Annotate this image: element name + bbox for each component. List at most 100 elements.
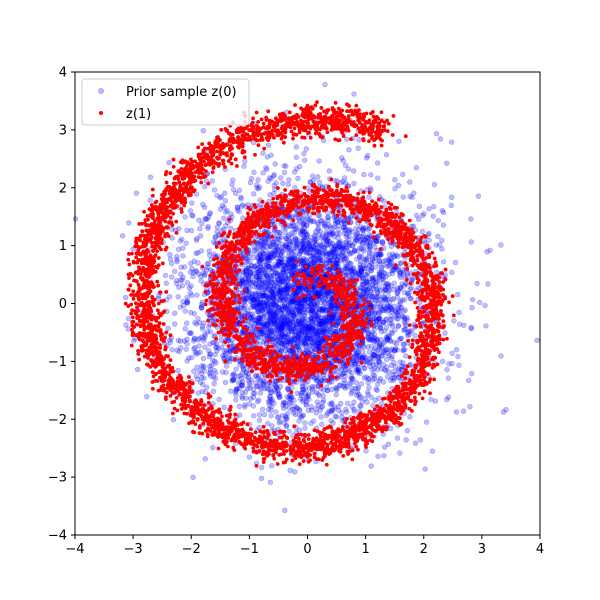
prior-sample-point [293, 321, 300, 328]
prior-sample-point [354, 389, 361, 396]
prior-sample-point [301, 335, 307, 342]
prior-sample-point [300, 328, 306, 334]
prior-sample-point [303, 343, 310, 350]
prior-sample-point [315, 313, 321, 319]
prior-sample-point [286, 309, 293, 315]
prior-sample-point [342, 260, 349, 266]
prior-sample-point [276, 272, 282, 278]
prior-sample-point [210, 444, 216, 451]
prior-sample-point [310, 218, 316, 224]
prior-sample-point [250, 303, 256, 310]
prior-sample-point [247, 285, 253, 291]
prior-sample-point [187, 269, 194, 275]
prior-sample-point [360, 231, 367, 237]
prior-sample-point [346, 147, 352, 153]
prior-sample-point [169, 260, 175, 267]
prior-sample-point [199, 323, 206, 330]
prior-sample-point [378, 328, 385, 335]
prior-sample-point [282, 274, 289, 280]
prior-sample-point [359, 399, 365, 405]
prior-sample-point [211, 339, 217, 346]
prior-sample-point [175, 337, 182, 344]
prior-sample-point [210, 374, 217, 380]
prior-sample-point [337, 217, 343, 224]
prior-sample-point [268, 407, 274, 413]
prior-sample-point [245, 311, 251, 317]
prior-sample-point [319, 421, 325, 427]
prior-sample-point [374, 353, 381, 360]
prior-sample-point [384, 336, 391, 343]
prior-sample-point [233, 386, 240, 393]
prior-sample-point [346, 233, 352, 240]
prior-sample-point [386, 271, 392, 278]
prior-sample-point [229, 372, 236, 378]
prior-sample-point [250, 386, 257, 392]
prior-sample-point [317, 325, 323, 331]
prior-sample-point [389, 323, 396, 329]
prior-sample-point [295, 319, 301, 325]
prior-sample-point [398, 274, 404, 281]
prior-sample-point [426, 230, 432, 237]
prior-sample-point [362, 225, 369, 231]
prior-sample-point [247, 290, 253, 296]
prior-sample-point [336, 319, 342, 325]
prior-sample-point [303, 146, 309, 152]
prior-sample-point [365, 153, 371, 159]
prior-sample-point [284, 277, 290, 283]
prior-sample-point [364, 399, 370, 405]
prior-sample-point [308, 302, 314, 309]
prior-sample-point [282, 318, 288, 324]
prior-sample-point [207, 363, 213, 369]
prior-sample-point [169, 226, 175, 232]
prior-sample-point [230, 343, 236, 350]
prior-sample-point [278, 290, 285, 296]
prior-sample-point [289, 295, 295, 302]
prior-sample-point [289, 293, 295, 299]
prior-sample-point [402, 289, 408, 296]
prior-sample-point [299, 288, 306, 294]
prior-sample-point [407, 193, 413, 199]
prior-sample-point [205, 214, 212, 220]
prior-sample-point [341, 224, 347, 231]
prior-sample-point [403, 437, 409, 443]
prior-sample-point [298, 414, 304, 421]
prior-sample-point [376, 358, 382, 364]
prior-sample-point [275, 322, 282, 328]
prior-sample-point [323, 328, 330, 335]
prior-sample-point [279, 338, 285, 344]
prior-sample-point [369, 329, 375, 335]
prior-sample-point [209, 357, 216, 363]
prior-sample-point [296, 408, 303, 414]
prior-sample-point [345, 400, 351, 407]
prior-sample-point [403, 353, 409, 359]
prior-sample-point [274, 246, 281, 252]
prior-sample-point [484, 249, 490, 255]
prior-sample-point [368, 260, 375, 267]
prior-sample-point [178, 271, 184, 277]
prior-sample-point [452, 259, 459, 266]
prior-sample-point [200, 355, 207, 362]
prior-sample-point [206, 353, 212, 360]
prior-sample-point [310, 418, 317, 424]
prior-sample-point [285, 272, 292, 278]
prior-sample-point [280, 297, 287, 304]
prior-sample-point [249, 273, 256, 280]
prior-sample-point [348, 380, 354, 386]
prior-sample-point [401, 297, 408, 303]
prior-sample-point [390, 296, 397, 302]
prior-sample-point [403, 280, 409, 287]
prior-sample-point [292, 336, 298, 342]
prior-sample-point [267, 278, 274, 284]
prior-sample-point [288, 263, 294, 270]
prior-sample-point [365, 226, 371, 233]
prior-sample-point [228, 225, 234, 231]
prior-sample-point [468, 239, 474, 245]
prior-sample-point [439, 358, 446, 365]
prior-sample-point [309, 329, 316, 336]
prior-sample-point [243, 373, 249, 379]
prior-sample-point [193, 268, 199, 274]
prior-sample-point [184, 280, 191, 286]
prior-sample-point [196, 368, 203, 374]
prior-sample-point [206, 248, 212, 254]
prior-sample-point [331, 311, 337, 318]
